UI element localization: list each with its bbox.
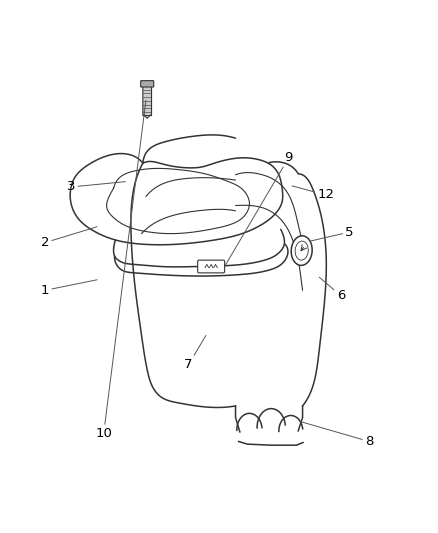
Text: 8: 8 (300, 421, 373, 448)
Ellipse shape (291, 236, 312, 265)
Text: 1: 1 (41, 280, 97, 297)
Ellipse shape (295, 241, 308, 260)
Text: 2: 2 (41, 227, 97, 249)
Text: 6: 6 (319, 277, 345, 302)
FancyBboxPatch shape (143, 85, 152, 116)
Text: 9: 9 (226, 151, 293, 265)
FancyBboxPatch shape (198, 260, 225, 273)
Text: 7: 7 (184, 335, 206, 371)
Text: 12: 12 (292, 186, 334, 201)
Text: 10: 10 (95, 101, 146, 440)
Text: 3: 3 (67, 181, 125, 193)
Text: 5: 5 (311, 225, 354, 241)
FancyBboxPatch shape (141, 80, 154, 87)
